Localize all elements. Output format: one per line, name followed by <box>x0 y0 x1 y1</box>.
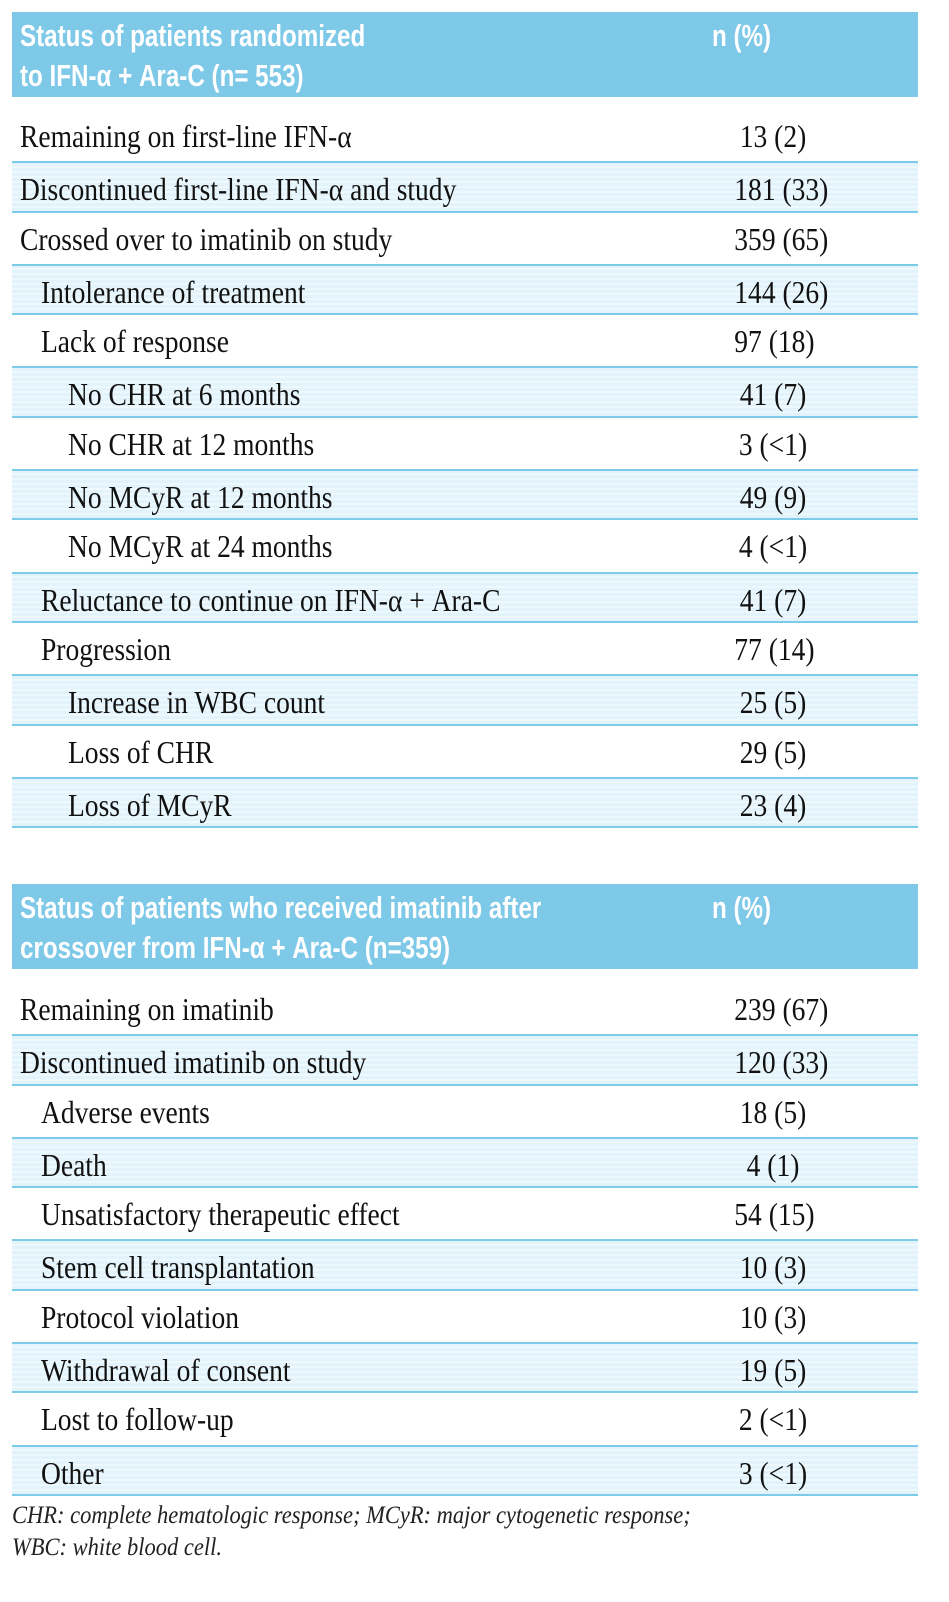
row-value: 23 (4) <box>739 786 807 823</box>
table-row: Increase in WBC count 25 (5) <box>12 674 918 726</box>
row-value: 239 (67) <box>734 991 829 1027</box>
table-row: Remaining on imatinib 239 (67) <box>12 983 918 1034</box>
row-value: 13 (2) <box>739 118 807 154</box>
row-label: Unsatisfactory therapeutic effect <box>41 1196 400 1233</box>
row-label: Intolerance of treatment <box>41 273 306 310</box>
table-header: Status of patients randomized to IFN-α + … <box>12 12 918 97</box>
row-label: Lack of response <box>41 323 229 360</box>
table-row: Unsatisfactory therapeutic effect 54 (15) <box>12 1188 918 1239</box>
row-label: Remaining on first-line IFN-α <box>20 118 352 154</box>
row-label: Protocol violation <box>41 1298 239 1335</box>
row-value: 4 (<1) <box>738 528 808 565</box>
table-crossover: Status of patients who received imatinib… <box>12 884 918 1496</box>
row-value: 3 (<1) <box>738 1454 808 1491</box>
row-value: 29 (5) <box>739 733 807 770</box>
row-label: Loss of MCyR <box>68 786 232 823</box>
table-row: Adverse events 18 (5) <box>12 1086 918 1137</box>
footnote-line: WBC: white blood cell. <box>12 1534 222 1561</box>
row-label: Increase in WBC count <box>68 684 326 721</box>
row-label: Discontinued first-line IFN-α and study <box>20 171 457 208</box>
footnote-line: CHR: complete hematologic response; MCyR… <box>12 1502 691 1529</box>
row-label: Death <box>41 1146 107 1183</box>
table-row: Loss of CHR 29 (5) <box>12 726 918 777</box>
row-label: No MCyR at 12 months <box>68 479 333 516</box>
row-value: 144 (26) <box>734 273 829 310</box>
row-label: Remaining on imatinib <box>20 991 274 1027</box>
table-row: Discontinued imatinib on study 120 (33) <box>12 1034 918 1086</box>
table-row: No MCyR at 24 months 4 (<1) <box>12 520 918 571</box>
row-label: Adverse events <box>41 1093 210 1130</box>
row-value: 19 (5) <box>739 1352 807 1389</box>
table-row: Discontinued first-line IFN-α and study 1… <box>12 161 918 213</box>
header-title: Status of patients randomized to IFN-α + … <box>20 18 366 93</box>
header-column-n: n (%) <box>712 18 772 53</box>
table-row: Death 4 (1) <box>12 1136 918 1189</box>
row-value: 359 (65) <box>734 220 829 257</box>
table-row: Loss of MCyR 23 (4) <box>12 776 918 829</box>
row-label: Stem cell transplantation <box>41 1249 315 1286</box>
row-value: 3 (<1) <box>738 425 808 462</box>
row-value: 41 (7) <box>739 376 807 413</box>
row-label: Withdrawal of consent <box>41 1352 291 1389</box>
table-row: Progression 77 (14) <box>12 623 918 674</box>
table-row: Remaining on first-line IFN-α 13 (2) <box>12 110 918 161</box>
table-row: Lack of response 97 (18) <box>12 315 918 366</box>
table-row: Withdrawal of consent 19 (5) <box>12 1342 918 1394</box>
table-row: No MCyR at 12 months 49 (9) <box>12 469 918 521</box>
header-column-n: n (%) <box>712 890 772 925</box>
row-value: 25 (5) <box>739 684 807 721</box>
header-title: Status of patients who received imatinib… <box>20 890 542 965</box>
table-randomized: Status of patients randomized to IFN-α + … <box>12 12 918 829</box>
row-label: Lost to follow-up <box>41 1401 234 1438</box>
footnote: CHR: complete hematologic response; MCyR… <box>12 1500 691 1564</box>
table-row: Stem cell transplantation 10 (3) <box>12 1239 918 1291</box>
row-label: Loss of CHR <box>68 733 214 770</box>
row-value: 18 (5) <box>739 1093 807 1130</box>
row-label: Progression <box>41 630 171 667</box>
table-row: Reluctance to continue on IFN-α + Ara-C 4… <box>12 571 918 623</box>
row-value: 41 (7) <box>739 581 807 618</box>
row-value: 10 (3) <box>739 1298 807 1335</box>
row-label: No CHR at 12 months <box>68 425 315 462</box>
table-row: Crossed over to imatinib on study 359 (65… <box>12 213 918 264</box>
row-value: 97 (18) <box>734 323 815 360</box>
row-value: 49 (9) <box>739 479 807 516</box>
table-row: Other 3 (<1) <box>12 1444 918 1496</box>
row-value: 10 (3) <box>739 1249 807 1286</box>
table-row: No CHR at 12 months 3 (<1) <box>12 418 918 469</box>
row-label: Other <box>41 1454 104 1491</box>
table-row: Intolerance of treatment 144 (26) <box>12 263 918 316</box>
row-value: 120 (33) <box>734 1044 829 1081</box>
row-label: Crossed over to imatinib on study <box>20 220 393 257</box>
row-value: 77 (14) <box>734 630 815 667</box>
row-value: 181 (33) <box>734 171 829 208</box>
table-header: Status of patients who received imatinib… <box>12 884 918 969</box>
row-label: Discontinued imatinib on study <box>20 1044 367 1081</box>
row-value: 54 (15) <box>734 1196 815 1233</box>
table-row: Protocol violation 10 (3) <box>12 1291 918 1342</box>
row-value: 4 (1) <box>746 1146 800 1183</box>
row-label: No CHR at 6 months <box>68 376 301 413</box>
row-label: No MCyR at 24 months <box>68 528 333 565</box>
row-label: Reluctance to continue on IFN-α + Ara-C <box>41 581 501 618</box>
table-row: Lost to follow-up 2 (<1) <box>12 1393 918 1444</box>
row-value: 2 (<1) <box>738 1401 808 1438</box>
table-row: No CHR at 6 months 41 (7) <box>12 366 918 418</box>
